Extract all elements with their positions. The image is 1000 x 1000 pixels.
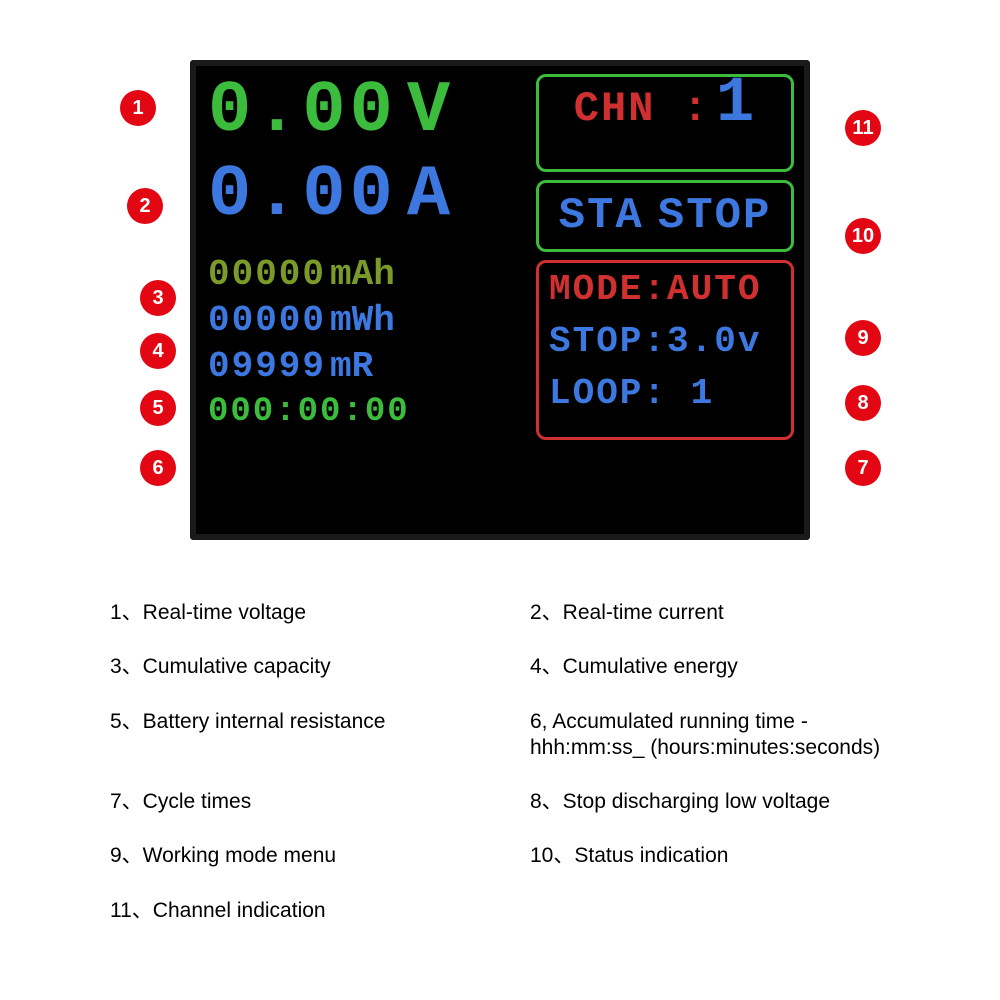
display-left-col: 0.00 V 0.00 A 00000 mAh 00000 mWh 09999 xyxy=(208,74,526,432)
channel-value: 1 xyxy=(716,83,756,125)
badge-10-label: 10 xyxy=(852,225,874,248)
display-right-col: CHN : 1 STA STOP MODE: AUTO xyxy=(536,74,794,448)
legend-item-6: 6, Accumulated running time - hhh:mm:ss_… xyxy=(530,709,910,762)
legend-item-8: 8、Stop discharging low voltage xyxy=(530,789,910,815)
badge-3: 3 xyxy=(140,280,176,316)
resistance-value: 09999 xyxy=(208,346,326,388)
badge-6: 6 xyxy=(140,450,176,486)
voltage-value: 0.00 xyxy=(208,74,397,148)
badge-5-label: 5 xyxy=(152,397,163,420)
badge-9: 9 xyxy=(845,320,881,356)
badge-8-label: 8 xyxy=(857,392,868,415)
stop-row: STOP: 3.0v xyxy=(549,321,781,363)
legend-item-1: 1、Real-time voltage xyxy=(110,600,490,626)
current-value: 0.00 xyxy=(208,158,397,232)
legend-item-2: 2、Real-time current xyxy=(530,600,910,626)
badge-9-label: 9 xyxy=(857,327,868,350)
voltage-readout: 0.00 V xyxy=(208,74,526,148)
energy-value: 00000 xyxy=(208,300,326,342)
badge-7-label: 7 xyxy=(857,457,868,480)
time-readout: 000:00:00 xyxy=(208,392,526,432)
channel-box: CHN : 1 xyxy=(536,74,794,172)
badge-4: 4 xyxy=(140,333,176,369)
badge-2-label: 2 xyxy=(139,195,150,218)
time-value: 000:00:00 xyxy=(208,392,410,432)
legend-item-3: 3、Cumulative capacity xyxy=(110,654,490,680)
status-label: STA xyxy=(559,195,644,237)
badge-6-label: 6 xyxy=(152,457,163,480)
stop-value: 3.0v xyxy=(667,321,761,363)
capacity-unit: mAh xyxy=(330,254,395,296)
mode-value: AUTO xyxy=(667,269,761,311)
voltage-unit: V xyxy=(407,74,454,148)
badge-3-label: 3 xyxy=(152,287,163,310)
legend-item-11: 11、Channel indication xyxy=(110,898,490,924)
lcd-display: 0.00 V 0.00 A 00000 mAh 00000 mWh 09999 xyxy=(190,60,810,540)
energy-readout: 00000 mWh xyxy=(208,300,526,342)
capacity-readout: 00000 mAh xyxy=(208,254,526,296)
current-unit: A xyxy=(407,158,454,232)
badge-1: 1 xyxy=(120,90,156,126)
legend-item-10: 10、Status indication xyxy=(530,843,910,869)
energy-unit: mWh xyxy=(330,300,395,342)
legend-item-9: 9、Working mode menu xyxy=(110,843,490,869)
legend-item-7: 7、Cycle times xyxy=(110,789,490,815)
stop-label: STOP: xyxy=(549,321,667,363)
loop-value: 1 xyxy=(667,373,714,415)
mode-box: MODE: AUTO STOP: 3.0v LOOP: 1 xyxy=(536,260,794,440)
display-wrap: 0.00 V 0.00 A 00000 mAh 00000 mWh 09999 xyxy=(150,60,850,540)
badge-2: 2 xyxy=(127,188,163,224)
legend: 1、Real-time voltage 2、Real-time current … xyxy=(110,600,910,924)
resistance-unit: mR xyxy=(330,346,373,388)
badge-8: 8 xyxy=(845,385,881,421)
status-box: STA STOP xyxy=(536,180,794,252)
mode-label: MODE: xyxy=(549,269,667,311)
page-root: 1 2 3 4 5 6 11 10 9 8 7 0.00 V 0.00 A 00… xyxy=(0,0,1000,1000)
loop-label: LOOP: xyxy=(549,373,667,415)
badge-10: 10 xyxy=(845,218,881,254)
legend-item-4: 4、Cumulative energy xyxy=(530,654,910,680)
legend-item-12 xyxy=(530,898,910,924)
mode-row: MODE: AUTO xyxy=(549,269,781,311)
badge-11-label: 11 xyxy=(852,117,873,140)
badge-4-label: 4 xyxy=(152,340,163,363)
badge-7: 7 xyxy=(845,450,881,486)
badge-5: 5 xyxy=(140,390,176,426)
status-value: STOP xyxy=(658,195,772,237)
current-readout: 0.00 A xyxy=(208,158,526,232)
badge-11: 11 xyxy=(845,110,881,146)
legend-item-5: 5、Battery internal resistance xyxy=(110,709,490,762)
loop-row: LOOP: 1 xyxy=(549,373,781,415)
capacity-value: 00000 xyxy=(208,254,326,296)
channel-label: CHN : xyxy=(574,88,710,130)
badge-1-label: 1 xyxy=(132,97,143,120)
resistance-readout: 09999 mR xyxy=(208,346,526,388)
